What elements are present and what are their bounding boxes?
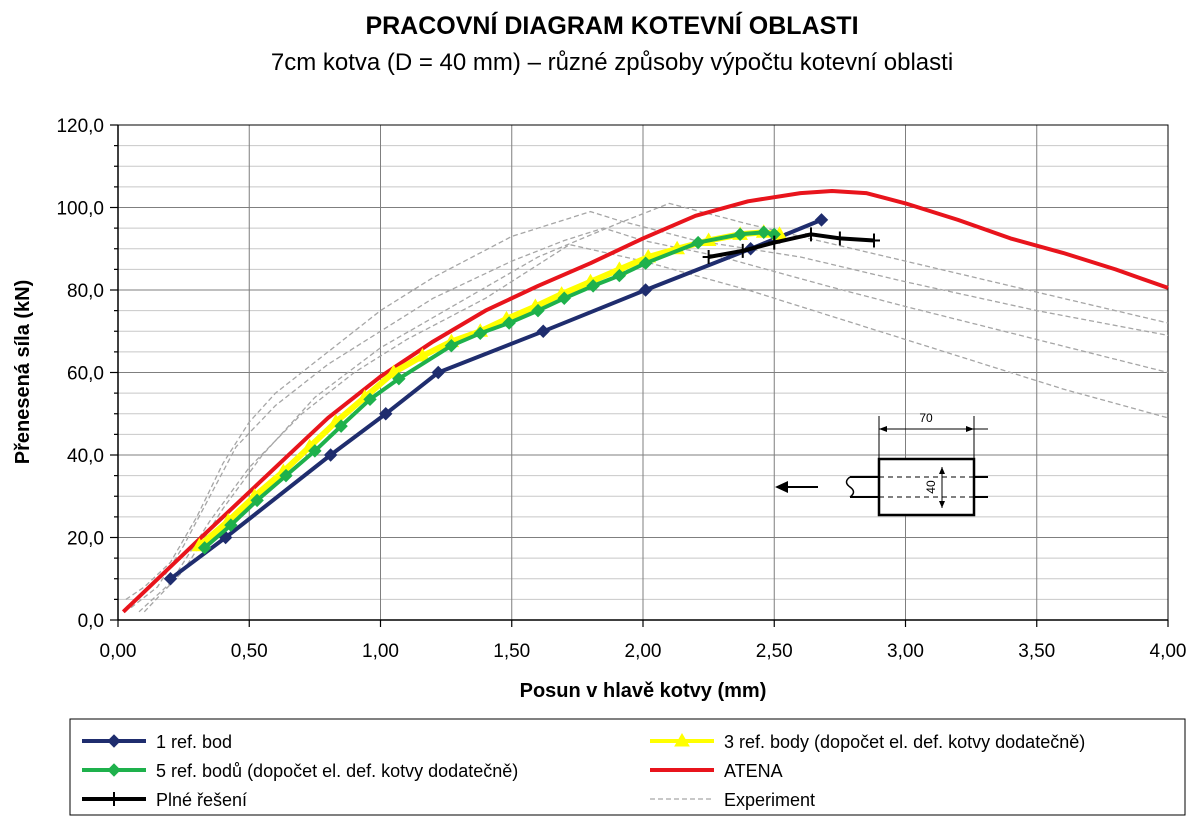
series-2-point <box>757 225 771 239</box>
dim-arrow-up-icon <box>939 467 945 474</box>
series-2-point <box>279 468 293 483</box>
x-tick-label: 1,00 <box>362 641 399 662</box>
y-tick-labels: 0,0 20,0 40,0 60,0 80,0 100,0 120,0 <box>56 116 104 632</box>
x-tick-label: 1,50 <box>493 641 530 662</box>
series-2 <box>197 225 781 555</box>
anchor-body <box>877 457 976 517</box>
legend: 1 ref. bod 3 ref. body (dopočet el. def. … <box>69 718 1186 816</box>
legend-label: 5 ref. bodů (dopočet el. def. kotvy doda… <box>156 761 518 781</box>
series-4-point <box>868 233 880 248</box>
series-2-point <box>502 316 516 330</box>
series-2-point <box>224 518 238 532</box>
y-tick-label: 100,0 <box>56 199 104 220</box>
series-2-point <box>363 392 377 407</box>
series-2-point <box>308 444 322 458</box>
series-4-point <box>768 235 781 250</box>
legend-marker <box>107 763 121 777</box>
series-5 <box>125 202 1169 613</box>
legend-item: ATENA <box>650 761 783 781</box>
x-tick-label: 0,50 <box>231 641 268 662</box>
y-tick-label: 20,0 <box>67 529 104 550</box>
series-2-point <box>612 268 627 283</box>
series-2-point <box>691 235 705 250</box>
chart-subtitle: 7cm kotva (D = 40 mm) – různé způsoby vý… <box>271 49 953 76</box>
series-0-point <box>379 407 393 421</box>
y-tick-label: 0,0 <box>78 611 104 632</box>
experiment-curve-3 <box>138 243 1169 613</box>
legend-item: 5 ref. bodů (dopočet el. def. kotvy doda… <box>82 761 518 781</box>
x-tick-label: 3,00 <box>887 641 924 662</box>
series-2-point <box>531 303 545 318</box>
series-2-line <box>203 230 775 550</box>
series-1-point <box>414 348 431 362</box>
x-tick-label: 3,50 <box>1018 641 1055 662</box>
series-4 <box>702 227 880 264</box>
chart-title: PRACOVNÍ DIAGRAM KOTEVNÍ OBLASTI <box>365 11 858 40</box>
legend-item: Experiment <box>650 790 815 810</box>
y-tick-label: 40,0 <box>67 446 104 467</box>
legend-label: Experiment <box>724 790 815 810</box>
series-0-point <box>814 213 829 227</box>
anchor-inset-diagram: 70 40 <box>775 411 988 517</box>
series-2-point <box>250 493 264 508</box>
x-tick-label: 2,00 <box>625 641 662 662</box>
legend-box <box>69 718 1186 816</box>
series-3-line <box>121 189 1169 614</box>
legend-marker <box>108 792 120 806</box>
rod-break-icon <box>845 476 855 498</box>
series-4-point <box>702 250 715 264</box>
series-2-point <box>586 279 600 293</box>
x-axis-label: Posun v hlavě kotvy (mm) <box>520 680 767 702</box>
y-tick-label: 60,0 <box>67 364 104 385</box>
x-tick-label: 0,00 <box>100 641 137 662</box>
series-0-point <box>536 324 550 338</box>
series-3 <box>121 189 1169 614</box>
legend-marker <box>674 733 690 747</box>
arrow-head-icon <box>775 481 788 493</box>
y-axis-label: Přenesená síla (kN) <box>12 280 34 465</box>
series-2-point <box>392 371 406 386</box>
legend-label: Plné řešení <box>156 790 247 810</box>
series-2-point <box>473 326 487 341</box>
legend-item: Plné řešení <box>82 790 247 810</box>
y-tick-label: 120,0 <box>56 116 104 137</box>
legend-label: 1 ref. bod <box>156 732 232 752</box>
series-0-point <box>431 365 445 380</box>
experiment-curve-2 <box>130 227 1169 609</box>
series-2-point <box>197 541 212 555</box>
series-0-point <box>638 283 653 297</box>
legend-item: 1 ref. bod <box>82 732 232 752</box>
series-layer <box>121 189 1169 614</box>
dim-arrow-right-icon <box>966 426 974 432</box>
x-tick-labels: 0,00 0,50 1,00 1,50 2,00 2,50 3,00 3,50 4,00 <box>100 641 1187 662</box>
dim-arrow-left-icon <box>879 426 887 432</box>
series-0-point <box>163 572 178 586</box>
series-0-point <box>323 448 338 462</box>
x-tick-label: 4,00 <box>1150 641 1187 662</box>
legend-items: 1 ref. bod 3 ref. body (dopočet el. def. … <box>82 732 1085 810</box>
axis-ticks <box>110 124 1169 627</box>
legend-label: 3 ref. body (dopočet el. def. kotvy doda… <box>724 732 1085 752</box>
dim-length-label: 70 <box>919 411 933 425</box>
series-2-point <box>557 291 571 305</box>
legend-marker <box>107 734 121 748</box>
x-tick-label: 2,50 <box>756 641 793 662</box>
experiment-curve-4 <box>143 202 1169 613</box>
dim-diameter-label: 40 <box>924 480 938 494</box>
legend-item: 3 ref. body (dopočet el. def. kotvy doda… <box>650 732 1085 752</box>
experiment-curve-1 <box>125 210 1169 600</box>
series-4-point <box>805 227 817 242</box>
dim-arrow-down-icon <box>939 501 945 508</box>
plot-area <box>110 124 1169 627</box>
series-2-point <box>733 227 747 242</box>
series-4-point <box>736 243 749 258</box>
series-2-point <box>444 338 459 353</box>
series-2-point <box>334 419 348 433</box>
y-tick-label: 80,0 <box>67 281 104 302</box>
legend-label: ATENA <box>724 761 783 781</box>
series-2-point <box>638 256 653 270</box>
series-4-point <box>833 231 846 246</box>
